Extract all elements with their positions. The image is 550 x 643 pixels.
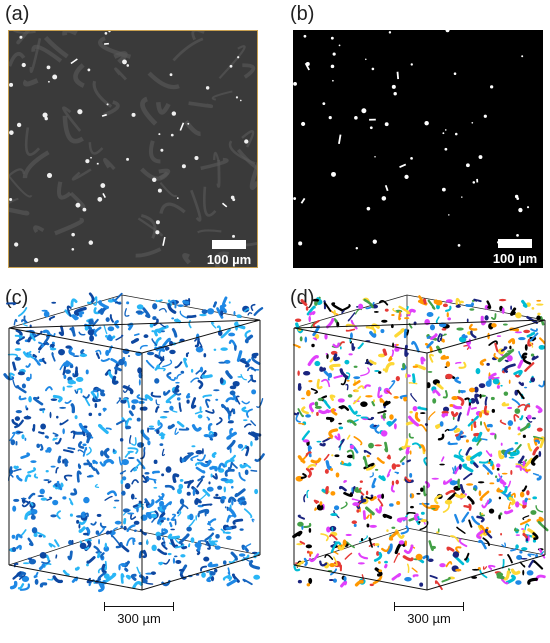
scalebar-b: 100 µm (491, 239, 539, 266)
micrograph-b-image (293, 30, 530, 250)
panel-label-a: (a) (5, 3, 30, 25)
scalebar-c: 300 µm (100, 602, 178, 626)
scalebar-d-label: 300 µm (407, 611, 451, 626)
micrograph-b: 100 µm (293, 30, 543, 268)
volume-render-c (3, 292, 265, 593)
scalebar-d: 300 µm (390, 602, 468, 626)
scalebar-b-label: 100 µm (492, 251, 538, 266)
volume-render-d (292, 294, 549, 591)
scalebar-a: 100 µm (205, 240, 253, 267)
panel-label-d: (d) (290, 287, 315, 309)
scalebar-a-label: 100 µm (206, 252, 252, 267)
micrograph-a-image (9, 31, 257, 267)
micrograph-a: 100 µm (8, 30, 258, 268)
scalebar-c-label: 300 µm (117, 611, 161, 626)
panel-label-b: (b) (290, 3, 315, 25)
